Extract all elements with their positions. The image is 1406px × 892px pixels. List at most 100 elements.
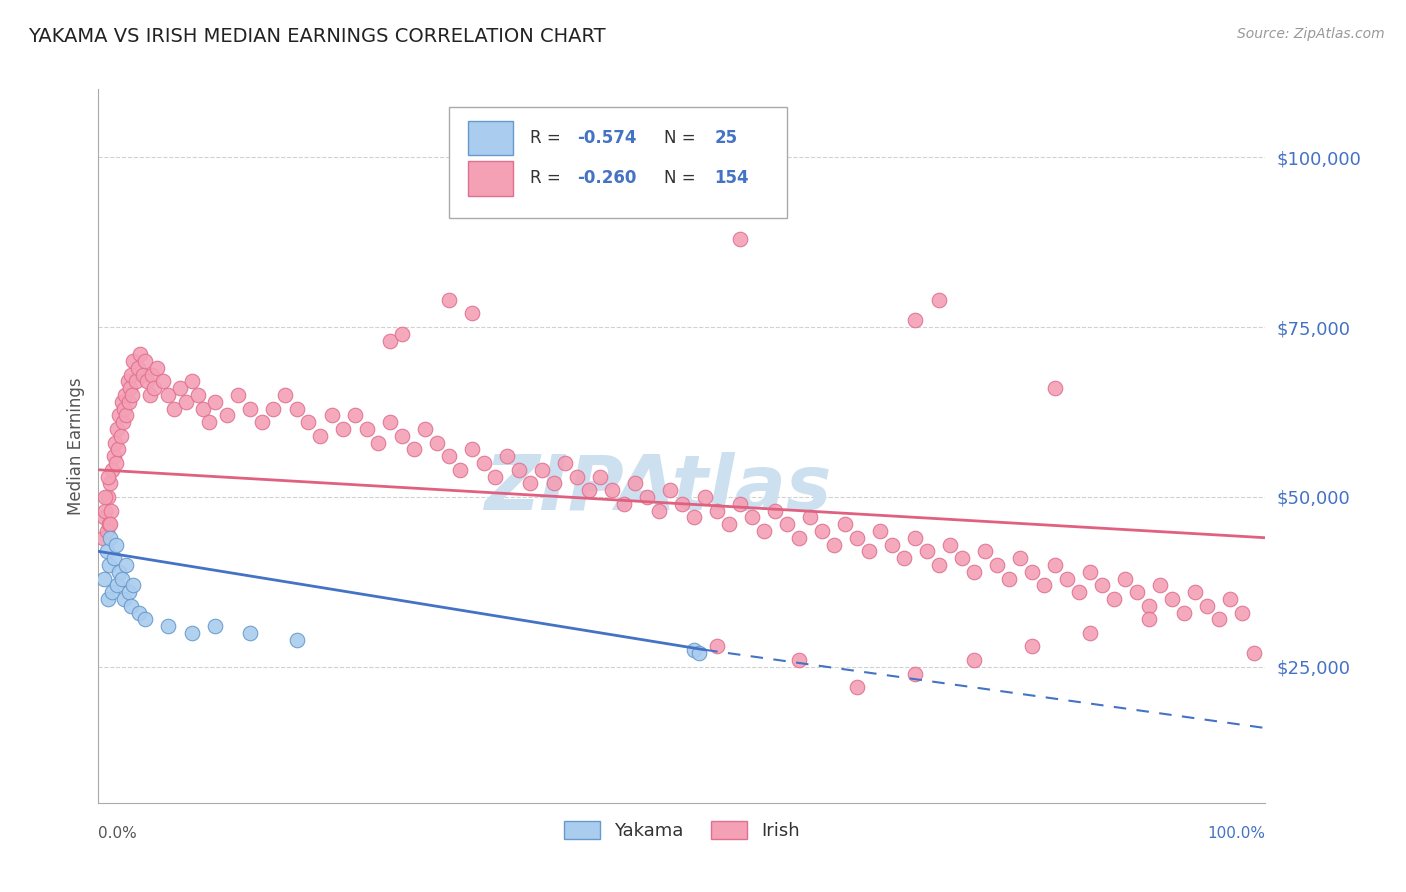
Point — [496, 449, 519, 463]
Point — [228, 388, 250, 402]
Point — [285, 632, 308, 647]
Point — [484, 469, 506, 483]
Point — [1080, 565, 1102, 579]
Point — [157, 388, 180, 402]
Point — [893, 551, 915, 566]
Point — [508, 463, 530, 477]
Point — [811, 524, 834, 538]
Point — [125, 375, 148, 389]
Point — [823, 537, 845, 551]
Point — [250, 415, 273, 429]
Point — [997, 572, 1019, 586]
Point — [108, 409, 131, 423]
Point — [180, 375, 202, 389]
Point — [139, 388, 162, 402]
Point — [193, 401, 215, 416]
Point — [880, 537, 903, 551]
FancyBboxPatch shape — [449, 107, 787, 218]
Point — [105, 422, 128, 436]
Point — [543, 476, 565, 491]
Text: 100.0%: 100.0% — [1208, 827, 1265, 841]
Point — [91, 531, 114, 545]
FancyBboxPatch shape — [468, 161, 513, 195]
Point — [112, 591, 135, 606]
Point — [962, 565, 984, 579]
Point — [163, 401, 186, 416]
Point — [136, 375, 159, 389]
Point — [1114, 572, 1136, 586]
Point — [449, 463, 471, 477]
Point — [215, 409, 238, 423]
Point — [121, 388, 143, 402]
Point — [98, 517, 121, 532]
Point — [110, 429, 132, 443]
Text: 25: 25 — [714, 128, 738, 146]
Point — [578, 483, 600, 498]
Point — [118, 381, 141, 395]
Point — [239, 626, 262, 640]
Point — [108, 565, 131, 579]
Point — [437, 293, 460, 307]
Point — [647, 503, 669, 517]
Point — [120, 599, 142, 613]
Point — [204, 394, 226, 409]
Point — [834, 517, 856, 532]
Point — [554, 456, 576, 470]
Point — [939, 537, 962, 551]
Point — [1195, 599, 1218, 613]
Point — [115, 409, 138, 423]
Point — [974, 544, 997, 558]
Point — [114, 388, 136, 402]
Point — [115, 558, 138, 572]
Point — [297, 415, 319, 429]
Point — [187, 388, 209, 402]
Point — [97, 591, 120, 606]
Point — [120, 368, 142, 382]
Point — [1230, 606, 1253, 620]
Point — [1243, 646, 1265, 660]
Point — [128, 606, 150, 620]
Point — [869, 524, 891, 538]
Point — [97, 490, 120, 504]
Point — [799, 510, 821, 524]
Point — [391, 429, 413, 443]
Point — [624, 476, 647, 491]
Point — [461, 442, 484, 457]
Point — [1080, 626, 1102, 640]
Point — [101, 463, 124, 477]
Point — [97, 469, 120, 483]
Point — [928, 293, 950, 307]
Point — [122, 578, 145, 592]
Point — [413, 422, 436, 436]
Point — [97, 517, 120, 532]
Point — [111, 394, 134, 409]
Point — [321, 409, 343, 423]
Point — [565, 469, 588, 483]
Point — [1045, 381, 1067, 395]
Point — [636, 490, 658, 504]
Point — [717, 517, 740, 532]
Point — [98, 531, 121, 545]
Point — [356, 422, 378, 436]
Point — [1137, 612, 1160, 626]
Point — [472, 456, 495, 470]
Point — [846, 680, 869, 694]
Point — [461, 306, 484, 320]
Point — [157, 619, 180, 633]
Text: 154: 154 — [714, 169, 749, 187]
Point — [146, 360, 169, 375]
Point — [915, 544, 938, 558]
Point — [93, 510, 115, 524]
Point — [94, 503, 117, 517]
Point — [143, 381, 166, 395]
Point — [402, 442, 425, 457]
Point — [437, 449, 460, 463]
Point — [96, 544, 118, 558]
Point — [112, 401, 135, 416]
Text: -0.574: -0.574 — [576, 128, 637, 146]
Point — [262, 401, 284, 416]
Point — [103, 551, 125, 566]
Point — [122, 354, 145, 368]
Text: N =: N = — [665, 128, 702, 146]
Point — [1045, 558, 1067, 572]
